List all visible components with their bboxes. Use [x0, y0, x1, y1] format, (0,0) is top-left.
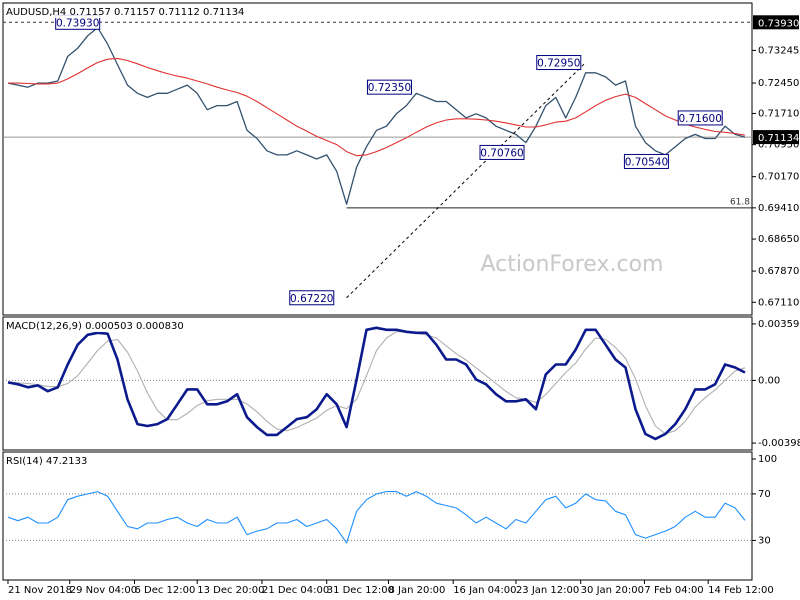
y-tick-label: 0.69410	[758, 203, 799, 214]
x-tick-label: 13 Dec 20:00	[197, 585, 264, 596]
fibo-label: 61.8	[730, 197, 750, 207]
panel-frame	[2, 316, 753, 451]
price-marker-label: 0.73930	[758, 18, 799, 29]
series-line	[7, 326, 746, 441]
y-tick-label: 0.67110	[758, 297, 799, 308]
panel-title: RSI(14) 47.2133	[6, 456, 87, 467]
annotation-box	[536, 55, 582, 71]
watermark: ActionForex.com	[481, 252, 664, 277]
x-tick-label: 21 Nov 2018	[8, 585, 72, 596]
annotation-label: 0.70760	[480, 147, 523, 159]
y-tick-label: 0.71710	[758, 108, 799, 119]
series-line	[7, 491, 746, 544]
annotation-label: 0.73930	[56, 17, 99, 29]
y-tick-label: 0.70170	[758, 172, 799, 183]
y-tick-label: 0.68650	[758, 234, 799, 245]
panel-title: MACD(12,26,9) 0.000503 0.000830	[6, 321, 184, 332]
x-tick-label: 14 Feb 12:00	[708, 585, 774, 596]
x-tick-label: 30 Jan 20:00	[581, 585, 644, 596]
x-tick-label: 16 Jan 04:00	[453, 585, 516, 596]
x-tick-label: 29 Nov 04:00	[70, 585, 137, 596]
x-tick-label: 21 Dec 04:00	[262, 585, 329, 596]
y-tick-label: 70	[758, 489, 771, 500]
annotation-label: 0.72950	[537, 58, 580, 70]
panel-title: AUDUSD,H4 0.71157 0.71157 0.71112 0.7113…	[6, 7, 244, 18]
x-tick-label: 31 Dec 12:00	[327, 585, 394, 596]
y-tick-label: -0.003986	[758, 438, 800, 449]
y-tick-label: 0.70950	[758, 140, 799, 151]
y-tick-label: 100	[758, 454, 777, 465]
annotation-box	[677, 110, 723, 126]
price-marker	[753, 15, 799, 30]
trend-line	[346, 62, 587, 299]
y-tick-label: 30	[758, 535, 771, 546]
y-tick-label: 0.003592	[758, 319, 800, 330]
y-tick-label: 0.72450	[758, 78, 799, 89]
annotation-label: 0.71600	[678, 113, 721, 125]
price-marker	[753, 130, 799, 145]
x-tick-label: 7 Feb 04:00	[644, 585, 703, 596]
annotation-box	[479, 144, 525, 160]
series-line	[7, 331, 746, 435]
title-bg	[4, 5, 154, 18]
panel-frame	[2, 451, 753, 581]
y-tick-label: 0.67870	[758, 266, 799, 277]
title-bg	[4, 454, 154, 467]
annotation-box	[623, 153, 669, 169]
annotation-box	[289, 290, 335, 306]
annotation-label: 0.70540	[625, 156, 668, 168]
title-bg	[4, 319, 154, 332]
price-marker-label: 0.71134	[758, 133, 799, 144]
annotation-box	[366, 79, 412, 95]
x-tick-label: 23 Jan 12:00	[516, 585, 579, 596]
x-tick-label: 6 Dec 12:00	[134, 585, 195, 596]
y-tick-label: 0.73245	[758, 45, 799, 56]
y-tick-label: 0.00	[758, 375, 780, 386]
series-line	[7, 26, 746, 205]
annotation-label: 0.67220	[290, 293, 333, 305]
series-line	[8, 57, 746, 157]
annotation-label: 0.72350	[368, 82, 411, 94]
x-tick-label: 8 Jan 20:00	[388, 585, 445, 596]
